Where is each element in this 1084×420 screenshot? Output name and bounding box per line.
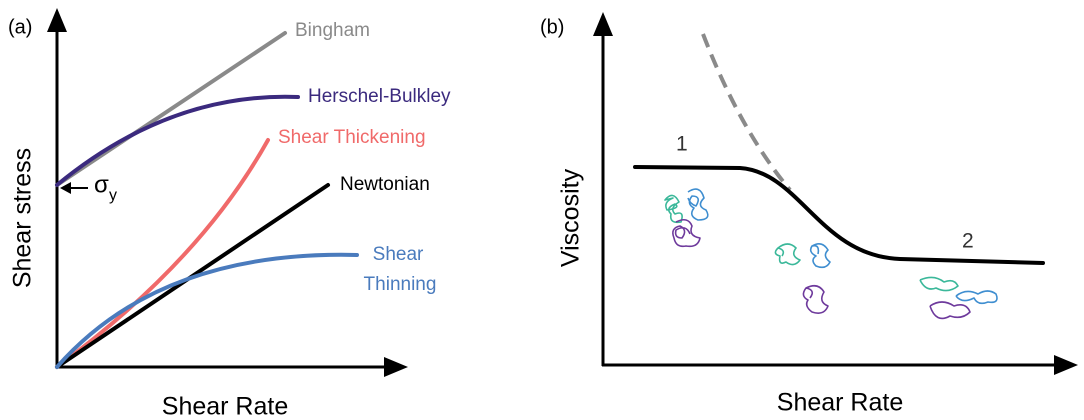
panel-b: (b) Viscosity Shear Rate 1 2 [540,12,1078,417]
viscosity-curve [635,167,1043,263]
region-label: 2 [962,230,974,253]
bingham-curve [57,33,285,185]
x-axis-label: Shear Rate [777,389,903,417]
y-axis-label: Viscosity [557,168,585,267]
yield-subscript: y [109,187,117,204]
panel-label: (a) [8,16,32,38]
arrowhead [384,357,408,377]
shear-thinning-curve [57,255,357,367]
panel-a: (a) Shear stress Shear Rate Bingham Hers… [8,8,451,420]
figure: (a) Shear stress Shear Rate Bingham Hers… [0,0,1084,420]
curve-label: Thinning [364,274,437,295]
curve-label: Shear Thickening [278,127,426,148]
y-axis-label: Shear stress [9,148,37,288]
yield-symbol: σ [94,171,109,198]
arrowhead [1054,355,1078,375]
curve-label: Newtonian [340,174,430,195]
panel-label: (b) [540,16,564,38]
shear-thickening-curve [57,140,268,367]
arrowhead [47,8,67,32]
region-label: 1 [676,133,688,156]
curve-label: Herschel-Bulkley [308,86,451,107]
curve-label: Bingham [295,20,370,41]
polymer-coils [665,189,997,318]
arrowhead [593,12,613,36]
x-axis-label: Shear Rate [162,393,288,420]
curve-label: Shear [373,244,424,265]
